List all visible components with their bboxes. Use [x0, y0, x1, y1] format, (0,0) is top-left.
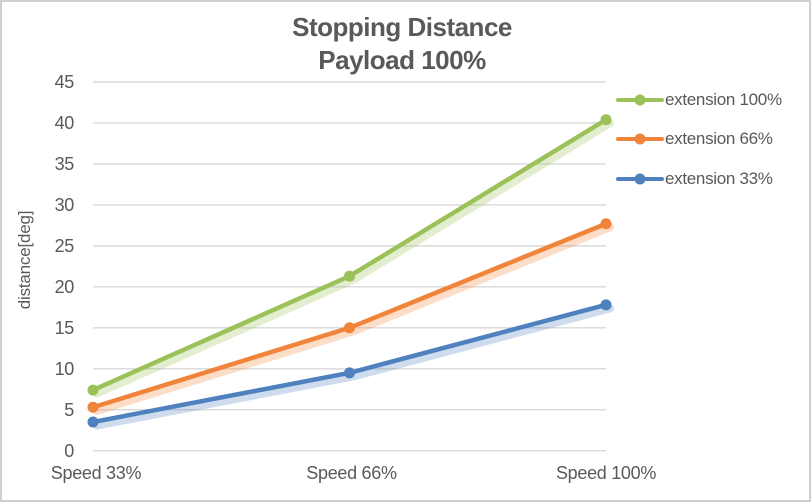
chart-title: Stopping Distance Payload 100%: [0, 11, 804, 77]
data-point-extension-33-speed-66: [344, 367, 355, 379]
legend-item-extension-66: extension 66%: [616, 128, 773, 150]
data-point-extension-100-speed-33: [87, 384, 99, 396]
legend-label-extension-33: extension 33%: [665, 168, 773, 188]
y-tick-label-35: 35: [54, 153, 75, 174]
y-tick-label-15: 15: [54, 317, 75, 338]
legend-item-extension-100: extension 100%: [616, 89, 782, 111]
chart-title-line2: Payload 100%: [318, 45, 486, 75]
y-tick-label-5: 5: [64, 399, 74, 420]
data-point-extension-33-speed-100: [600, 299, 612, 311]
legend-marker-extension-66: [616, 133, 664, 145]
data-point-extension-66-speed-100: [600, 218, 612, 230]
legend-label-extension-100: extension 100%: [665, 90, 782, 109]
legend-marker-extension-100: [616, 94, 664, 106]
data-point-extension-66-speed-33: [87, 401, 99, 413]
legend-item-extension-33: extension 33%: [616, 168, 773, 190]
x-axis-label-speed-100: Speed 100%: [555, 463, 657, 483]
y-tick-label-20: 20: [54, 276, 75, 297]
y-tick-label-30: 30: [54, 194, 75, 215]
y-tick-label-25: 25: [54, 235, 75, 256]
chart-title-line1: Stopping Distance: [292, 12, 512, 42]
data-point-extension-33-speed-33: [87, 416, 99, 428]
data-point-extension-100-speed-100: [600, 114, 612, 126]
data-point-extension-100-speed-66: [344, 270, 355, 282]
x-axis-label-speed-33: Speed 33%: [50, 463, 142, 483]
y-tick-label-45: 45: [54, 72, 75, 92]
x-axis-label-speed-66: Speed 66%: [306, 463, 397, 483]
legend-label-extension-66: extension 66%: [665, 129, 773, 149]
y-tick-label-10: 10: [54, 358, 75, 379]
y-tick-label-0: 0: [64, 440, 74, 461]
legend-marker-extension-33: [616, 173, 664, 185]
y-tick-label-40: 40: [54, 112, 75, 133]
data-point-extension-66-speed-66: [344, 322, 355, 334]
